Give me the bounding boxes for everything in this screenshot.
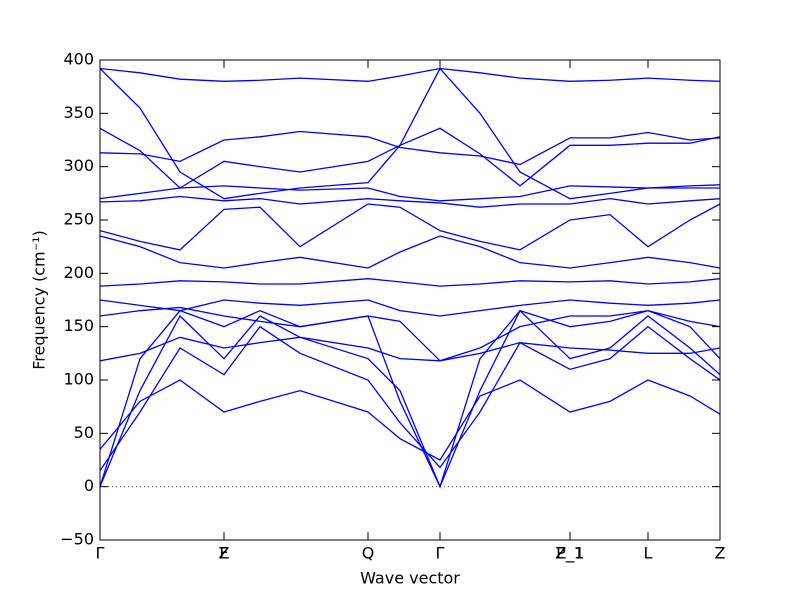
y-tick-label: 400 — [63, 50, 94, 69]
x-tick-label: F — [219, 544, 228, 563]
y-tick-label: 200 — [63, 263, 94, 282]
x-tick-label: Γ — [96, 544, 105, 563]
band-line — [99, 127, 721, 189]
x-tick-label: P_1 — [556, 544, 584, 564]
y-tick-label: 0 — [84, 476, 94, 495]
band-line — [99, 67, 721, 82]
plot-frame — [99, 59, 721, 541]
x-axis-label: Wave vector — [360, 569, 460, 588]
band-line — [99, 67, 720, 200]
x-tick-label: Q — [362, 544, 375, 563]
band-line — [99, 235, 721, 269]
band-line — [99, 379, 721, 461]
y-tick-label: 100 — [63, 370, 94, 389]
band-line — [99, 336, 721, 362]
band-line — [99, 309, 721, 489]
band-line — [99, 130, 721, 166]
band-line — [99, 278, 721, 287]
x-tick-label: Z_1 — [555, 544, 584, 564]
band-line — [99, 203, 721, 251]
band-line — [99, 309, 721, 489]
band-line — [99, 299, 721, 317]
band-line — [99, 306, 721, 362]
x-tick-label: Γ — [436, 544, 445, 563]
band-line — [99, 184, 721, 202]
y-tick-label: 300 — [63, 156, 94, 175]
y-tick-label: 50 — [74, 423, 94, 442]
x-tick-label: Z — [219, 544, 230, 563]
x-tick-label: L — [644, 544, 653, 563]
y-tick-label: 350 — [63, 103, 94, 122]
y-tick-label: −50 — [60, 530, 94, 549]
x-tick-label: Z — [715, 544, 726, 563]
band-line — [99, 195, 721, 208]
y-tick-label: 250 — [63, 210, 94, 229]
band-line — [99, 325, 721, 472]
y-axis-label: Frequency (cm⁻¹) — [30, 230, 49, 369]
y-tick-label: 150 — [63, 316, 94, 335]
